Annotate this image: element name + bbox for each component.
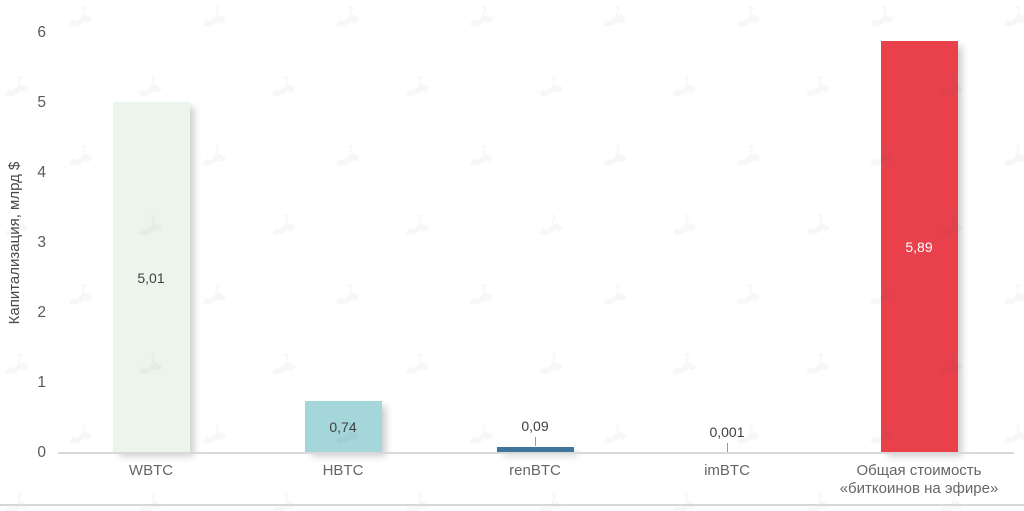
bottom-border [0, 504, 1024, 506]
leader-line [534, 436, 536, 446]
forklog-logo-watermark [5, 492, 29, 511]
forklog-logo-watermark [272, 75, 296, 97]
forklog-logo-watermark [203, 145, 226, 166]
y-tick-label: 1 [37, 374, 46, 391]
forklog-logo-watermark [406, 492, 429, 511]
forklog-logo-watermark [406, 214, 429, 236]
forklog-logo-watermark [406, 75, 429, 97]
forklog-logo-watermark [1004, 6, 1024, 27]
forklog-logo-watermark [673, 75, 696, 97]
bar-value-label: 0,74 [329, 419, 357, 436]
forklog-logo-watermark [470, 145, 493, 166]
forklog-logo-watermark [1004, 284, 1024, 305]
y-tick-label: 2 [37, 304, 46, 321]
forklog-logo-watermark [737, 145, 760, 166]
forklog-logo-watermark [69, 6, 93, 27]
y-tick-label: 0 [37, 444, 46, 461]
forklog-logo-watermark [603, 423, 627, 444]
bar-wbtc [112, 102, 190, 453]
category-label: WBTC [128, 462, 174, 479]
forklog-logo-watermark [336, 145, 360, 166]
forklog-logo-watermark [470, 284, 493, 305]
y-tick-label: 6 [37, 24, 46, 41]
x-axis-line [58, 452, 1014, 454]
forklog-logo-watermark [603, 145, 627, 166]
forklog-logo-watermark [870, 6, 894, 27]
forklog-logo-watermark [406, 353, 429, 375]
forklog-logo-watermark [336, 6, 360, 27]
forklog-logo-watermark [539, 214, 563, 236]
forklog-logo-watermark [806, 214, 830, 236]
forklog-logo-watermark [272, 353, 296, 375]
bar-renbtc [496, 446, 574, 453]
forklog-logo-watermark [139, 75, 162, 97]
forklog-logo-watermark [470, 6, 493, 27]
forklog-logo-watermark [139, 492, 162, 511]
forklog-logo-watermark [673, 353, 696, 375]
forklog-logo-watermark [539, 492, 563, 511]
category-label: Общая стоимость «биткоинов на эфире» [839, 462, 999, 497]
forklog-logo-watermark [69, 145, 93, 166]
forklog-logo-watermark [5, 75, 29, 97]
y-tick-label: 5 [37, 94, 46, 111]
forklog-logo-watermark [539, 353, 563, 375]
bar-value-label: 0,001 [709, 423, 745, 440]
forklog-logo-watermark [1004, 145, 1024, 166]
y-tick-label: 4 [37, 164, 46, 181]
forklog-logo-watermark [1004, 423, 1024, 444]
forklog-logo-watermark [272, 492, 296, 511]
category-label: HBTC [322, 462, 364, 479]
forklog-logo-watermark [203, 284, 226, 305]
forklog-logo-watermark [69, 284, 93, 305]
forklog-logo-watermark [806, 75, 830, 97]
y-tick-label: 3 [37, 234, 46, 251]
forklog-logo-watermark [737, 6, 760, 27]
forklog-logo-watermark [69, 423, 93, 444]
forklog-logo-watermark [336, 284, 360, 305]
forklog-logo-watermark [806, 353, 830, 375]
category-label: renBTC [509, 462, 561, 479]
forklog-logo-watermark [603, 6, 627, 27]
forklog-logo-watermark [203, 423, 226, 444]
leader-line [726, 442, 728, 452]
forklog-logo-watermark [539, 75, 563, 97]
category-label: imBTC [704, 462, 750, 479]
bar-value-label: 0,09 [521, 417, 549, 434]
bar-общая-стоимость [880, 40, 958, 453]
forklog-logo-watermark [673, 214, 696, 236]
forklog-logo-watermark [203, 6, 226, 27]
bar-value-label: 5,89 [905, 238, 933, 255]
forklog-logo-watermark [603, 284, 627, 305]
forklog-logo-watermark [272, 214, 296, 236]
forklog-logo-watermark [673, 492, 696, 511]
forklog-logo-watermark [737, 284, 760, 305]
bar-value-label: 5,01 [137, 269, 165, 286]
